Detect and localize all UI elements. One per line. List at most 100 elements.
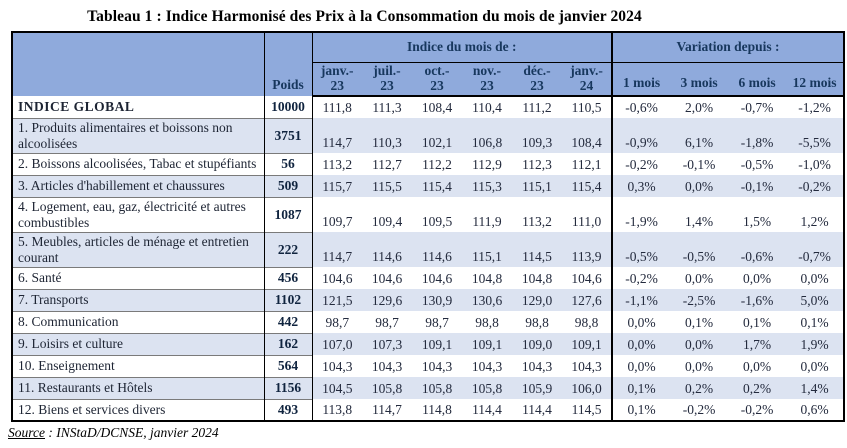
table-row: 3. Articles d'habillement et chaussures … — [12, 174, 845, 197]
variation-cell: -0,5% — [682, 249, 716, 264]
month-line1: oct.- — [424, 63, 450, 78]
month-header: janv.- 23 — [312, 62, 362, 97]
index-cell: 114,7 — [322, 135, 353, 150]
index-cell: 111,3 — [372, 100, 402, 115]
index-cell: 114,8 — [422, 402, 452, 417]
index-cell: 130,9 — [421, 293, 453, 308]
index-cell: 104,3 — [371, 359, 403, 374]
variation-cell: 0,6% — [800, 402, 829, 417]
variation-cell: 1,2% — [800, 214, 829, 229]
variation-cell: 6,1% — [684, 135, 714, 150]
month-line1: déc.- — [523, 63, 551, 78]
ihpc-table: Poids Indice du mois de : Variation depu… — [11, 31, 846, 422]
table-row: 6. Santé 456 104,6 104,6 104,6 104,8 104… — [12, 266, 844, 289]
index-cell: 104,6 — [322, 271, 353, 286]
variation-cell: -1,9% — [611, 197, 671, 232]
row-label: 12. Biens et services divers — [12, 398, 265, 421]
row-label: INDICE GLOBAL — [12, 96, 265, 118]
row-label: 10. Enseignement — [12, 354, 265, 377]
table-row: 11. Restaurants et Hôtels 1156 104,5 105… — [12, 376, 845, 399]
variation-cell: -1,0% — [798, 157, 831, 172]
index-cell: 104,3 — [471, 359, 503, 374]
index-cell: 111,9 — [472, 214, 502, 229]
index-cell: 109,5 — [421, 214, 453, 229]
corner-cell — [12, 32, 265, 96]
index-cell: 130,6 — [471, 293, 503, 308]
row-label: 7. Transports — [12, 288, 265, 311]
index-cell: 104,3 — [421, 359, 453, 374]
poids-cell: 442 — [264, 310, 313, 333]
index-cell: 109,1 — [421, 337, 453, 352]
variation-cell: -2,5% — [682, 293, 716, 308]
row-label: 3. Articles d'habillement et chaussures — [12, 174, 265, 197]
month-header: nov.- 23 — [462, 62, 512, 97]
row-label: 4. Logement, eau, gaz, électricité et au… — [12, 196, 265, 232]
index-cell: 110,4 — [472, 100, 502, 115]
index-cell: 109,1 — [471, 337, 503, 352]
index-cell: 104,8 — [521, 271, 553, 286]
index-cell: 102,1 — [421, 135, 453, 150]
variation-cell: -0,7% — [740, 100, 774, 115]
index-cell: 104,6 — [371, 271, 403, 286]
poids-cell: 564 — [264, 354, 313, 377]
month-line2: 23 — [480, 78, 494, 93]
variation-cell: 1,7% — [742, 337, 772, 352]
index-cell: 98,7 — [425, 315, 449, 330]
variation-cell: 0,1% — [800, 315, 829, 330]
index-cell: 113,2 — [322, 157, 353, 172]
index-cell: 111,0 — [571, 214, 602, 229]
index-cell: 109,0 — [521, 337, 553, 352]
row-label: 6. Santé — [12, 266, 265, 289]
index-cell: 112,1 — [571, 157, 602, 172]
variation-cell: -0,2% — [611, 153, 671, 175]
variation-cell: -1,1% — [611, 289, 671, 311]
indice-group-header: Indice du mois de : — [312, 32, 613, 63]
poids-cell: 1156 — [264, 376, 313, 399]
variation-cell: -0,1% — [682, 157, 716, 172]
index-cell: 109,4 — [371, 214, 403, 229]
index-cell: 104,3 — [521, 359, 553, 374]
variation-cell: 0,0% — [742, 271, 772, 286]
variation-cell: -1,8% — [740, 135, 774, 150]
index-cell: 115,4 — [422, 179, 452, 194]
index-cell: 115,5 — [372, 179, 402, 194]
index-cell: 108,4 — [421, 100, 453, 115]
variation-header: 3 mois — [670, 62, 729, 97]
index-cell: 129,6 — [371, 293, 403, 308]
poids-cell: 10000 — [264, 96, 313, 118]
row-label: 8. Communication — [12, 310, 265, 333]
variation-cell: 1,9% — [800, 337, 829, 352]
month-header: oct.- 23 — [412, 62, 462, 97]
index-cell: 111,2 — [522, 100, 552, 115]
poids-cell: 509 — [264, 174, 313, 197]
table-body: INDICE GLOBAL 10000 111,8 111,3 108,4 11… — [12, 96, 845, 421]
index-cell: 114,4 — [472, 402, 502, 417]
index-cell: 121,5 — [322, 293, 353, 308]
index-cell: 112,7 — [372, 157, 402, 172]
index-cell: 114,4 — [522, 402, 552, 417]
variation-cell: -0,2% — [611, 267, 671, 289]
variation-cell: 0,0% — [800, 271, 829, 286]
index-cell: 114,7 — [372, 402, 402, 417]
variation-cell: -0,2% — [682, 402, 716, 417]
index-cell: 104,8 — [471, 271, 503, 286]
index-cell: 105,8 — [371, 381, 403, 396]
month-line1: juil.- — [373, 63, 401, 78]
row-label: 1. Produits alimentaires et boissons non… — [12, 117, 265, 153]
variation-header: 1 mois — [611, 62, 671, 97]
variation-cell: -0,6% — [611, 96, 671, 118]
variation-cell: -1,2% — [798, 100, 831, 115]
index-cell: 114,6 — [422, 249, 452, 264]
variation-cell: 0,3% — [611, 175, 671, 197]
variation-cell: -0,9% — [611, 118, 671, 153]
variation-group-header: Variation depuis : — [611, 32, 845, 63]
index-cell: 106,8 — [471, 135, 503, 150]
table-row: 9. Loisirs et culture 162 107,0 107,3 10… — [12, 332, 845, 355]
variation-cell: 0,1% — [684, 315, 714, 330]
poids-cell: 1102 — [264, 288, 313, 311]
index-cell: 113,9 — [571, 249, 602, 264]
variation-cell: 0,2% — [684, 381, 714, 396]
poids-cell: 3751 — [264, 117, 313, 153]
variation-cell: -0,5% — [611, 232, 671, 267]
month-header: déc.- 23 — [512, 62, 562, 97]
